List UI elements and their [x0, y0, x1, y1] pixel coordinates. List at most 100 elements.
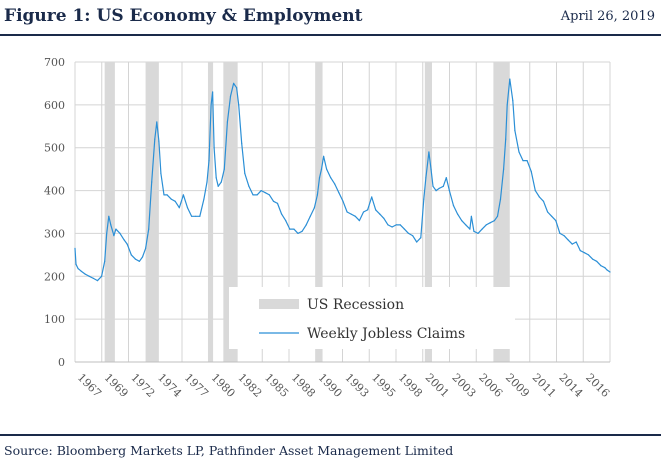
data-point [106, 232, 108, 234]
data-point [318, 177, 321, 179]
data-point [141, 256, 144, 258]
data-point [248, 185, 250, 187]
data-point [113, 235, 115, 237]
data-point [236, 87, 238, 89]
data-point [110, 224, 112, 226]
x-tick-label: 2011 [530, 371, 559, 400]
x-tick-label: 1969 [102, 371, 131, 400]
data-point [163, 194, 165, 196]
data-point [428, 151, 430, 153]
data-point [481, 228, 483, 230]
data-point [289, 228, 291, 230]
data-point [371, 196, 373, 198]
data-point [547, 211, 549, 213]
data-point [509, 78, 511, 80]
data-point [609, 271, 611, 273]
data-point [575, 241, 577, 243]
data-point [587, 254, 590, 256]
data-point [229, 95, 232, 97]
data-point [101, 275, 103, 277]
x-tick-label: 1982 [235, 371, 264, 400]
data-point [506, 104, 508, 106]
x-tick-label: 1972 [128, 371, 157, 400]
x-tick-label: 2003 [449, 371, 478, 400]
data-point [326, 168, 328, 170]
data-point [123, 239, 125, 241]
data-point [367, 209, 369, 211]
data-point [430, 168, 432, 170]
page-title: Figure 1: US Economy & Employment [4, 6, 363, 26]
data-point [186, 207, 189, 209]
data-point [148, 228, 150, 230]
x-tick-label: 2001 [423, 371, 452, 400]
x-tick-label: 2014 [556, 371, 585, 400]
bottom-divider [0, 434, 661, 436]
data-point [223, 168, 225, 170]
data-point [469, 228, 471, 230]
data-point [563, 235, 565, 237]
data-point [606, 269, 608, 271]
data-point [244, 172, 246, 174]
x-tick-label: 2016 [583, 371, 612, 400]
recession-band [145, 62, 159, 362]
data-point [442, 185, 444, 187]
x-tick-label: 1974 [155, 371, 184, 400]
data-point [199, 215, 201, 217]
data-point [493, 220, 495, 222]
data-point [212, 91, 214, 93]
data-point [358, 220, 360, 222]
data-point [215, 177, 217, 179]
data-point [503, 168, 505, 170]
legend-recession-swatch [259, 299, 299, 309]
x-tick-label: 1980 [209, 371, 238, 400]
data-point [579, 250, 581, 252]
data-point [522, 160, 524, 162]
data-point [104, 260, 106, 262]
x-tick-label: 1985 [262, 371, 291, 400]
data-point [134, 258, 136, 260]
data-point [518, 151, 520, 153]
data-point [178, 207, 180, 209]
data-point [412, 235, 414, 237]
data-point [145, 247, 147, 249]
y-tick-label: 200 [44, 270, 65, 283]
data-point [323, 155, 325, 157]
data-point [297, 232, 299, 234]
data-point [88, 275, 90, 277]
x-tick-label: 1995 [369, 371, 398, 400]
data-point [233, 82, 235, 84]
data-point [473, 230, 475, 232]
data-point [592, 258, 594, 260]
data-point [555, 220, 557, 222]
y-tick-label: 300 [44, 227, 65, 240]
data-point [138, 260, 140, 262]
data-point [391, 226, 393, 228]
data-point [596, 260, 598, 262]
data-point [438, 187, 440, 189]
y-tick-label: 700 [44, 56, 65, 69]
data-point [160, 172, 162, 174]
data-point [350, 213, 352, 215]
data-point [151, 181, 153, 183]
recession-band [424, 62, 433, 362]
data-point [485, 224, 487, 226]
data-point [461, 220, 463, 222]
data-point [293, 228, 295, 230]
data-point [115, 228, 117, 230]
data-point [75, 263, 77, 265]
data-point [305, 224, 307, 226]
x-tick-label: 1993 [342, 371, 371, 400]
jobless-claims-chart: 0100200300400500600700196719691972197419… [44, 56, 612, 400]
x-tick-label: 1988 [289, 371, 318, 400]
data-point [334, 183, 336, 185]
report-date: April 26, 2019 [560, 9, 655, 24]
y-tick-label: 100 [44, 313, 65, 326]
data-point [489, 222, 491, 224]
data-point [551, 215, 553, 217]
data-point [80, 270, 82, 272]
data-point [407, 232, 410, 234]
data-point [583, 252, 586, 254]
data-point [210, 104, 212, 106]
y-tick-label: 400 [44, 185, 65, 198]
data-point [514, 130, 516, 132]
